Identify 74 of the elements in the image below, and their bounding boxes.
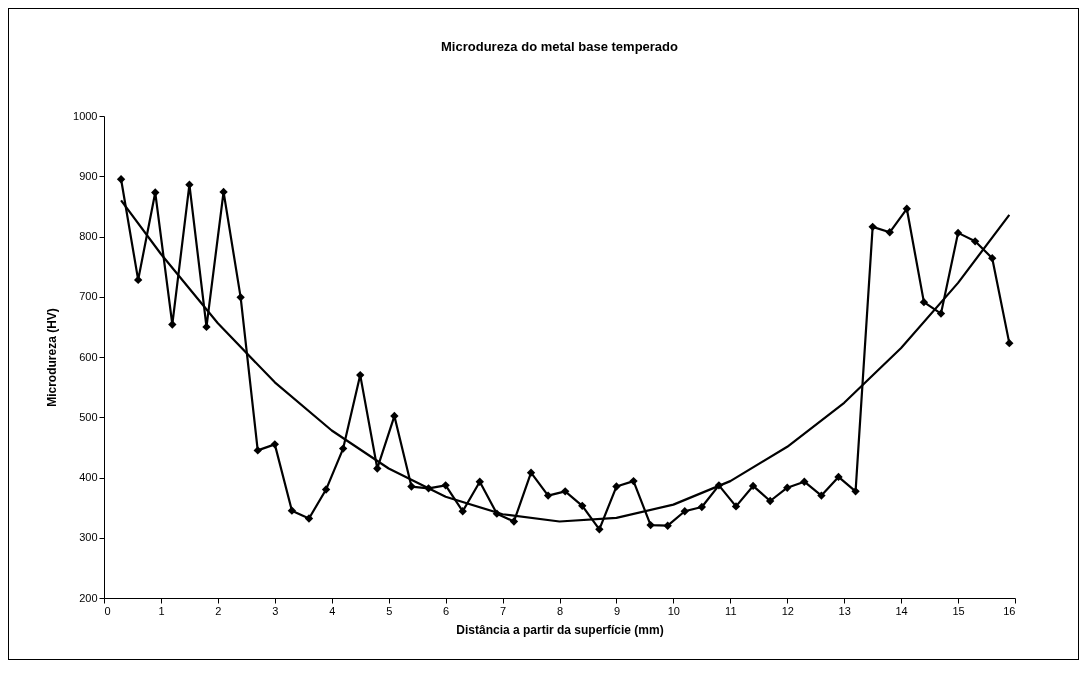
point [936,309,946,318]
point [321,485,331,494]
x-axis-title: Distância a partir da superfície (mm) [456,622,664,637]
point [919,297,929,307]
point [287,506,297,515]
point [731,502,741,511]
point [697,502,707,512]
point [543,491,553,500]
point [988,254,997,263]
x-tick-label: 14 [895,604,908,617]
point [902,204,911,213]
point [629,476,638,486]
point [304,514,314,523]
x-tick-label: 10 [667,604,680,617]
point [765,496,775,506]
point [475,477,484,486]
point [868,222,877,232]
point [168,320,177,329]
x-tick-label: 7 [500,604,507,617]
point [578,501,587,510]
y-tick-label: 500 [79,410,98,423]
y-tick-label: 800 [79,230,98,242]
point [270,440,279,449]
x-tick-label: 6 [443,604,450,617]
x-tick-label: 13 [838,604,851,617]
point [373,464,382,473]
point [338,444,348,453]
point [236,293,245,302]
point [561,487,570,496]
y-tick-label: 400 [79,471,98,483]
point [834,472,843,482]
x-tick-label: 15 [952,604,965,617]
point [800,477,809,486]
point [663,521,672,530]
point [1005,338,1014,348]
x-tick-label: 5 [386,604,393,617]
y-tick-label: 1000 [73,109,98,122]
x-tick-label: 1 [158,604,165,617]
point [680,507,689,516]
chart-title: Microdureza do metal base temperado [441,39,679,54]
point [748,481,758,491]
y-tick-label: 300 [79,531,98,544]
point [151,188,160,197]
point [509,517,519,526]
point [595,525,604,534]
point [851,487,860,496]
point [646,520,655,530]
point [953,228,963,238]
point [612,482,621,491]
point [116,175,126,184]
x-tick-label: 11 [725,604,737,617]
point [885,228,894,237]
y-axis-title: Microdureza (HV) [45,308,60,407]
point [458,507,467,516]
y-tick-label: 900 [79,169,98,182]
x-tick-label: 0 [104,604,111,617]
point [783,483,792,492]
point [526,468,536,477]
y-tick-label: 700 [79,290,98,303]
point [185,180,194,189]
x-tick-label: 2 [215,604,222,617]
x-tick-label: 4 [329,604,336,617]
y-tick-label: 600 [79,350,98,363]
x-tick-label: 16 [1003,604,1016,617]
point [253,446,262,455]
point [970,237,980,246]
x-tick-label: 9 [613,604,620,617]
point [407,482,416,491]
y-tick-label: 200 [79,591,98,604]
x-tick-label: 12 [781,604,794,617]
point [817,491,826,500]
point [441,481,450,490]
x-tick-label: 8 [556,604,564,617]
x-tick-label: 3 [272,604,279,617]
